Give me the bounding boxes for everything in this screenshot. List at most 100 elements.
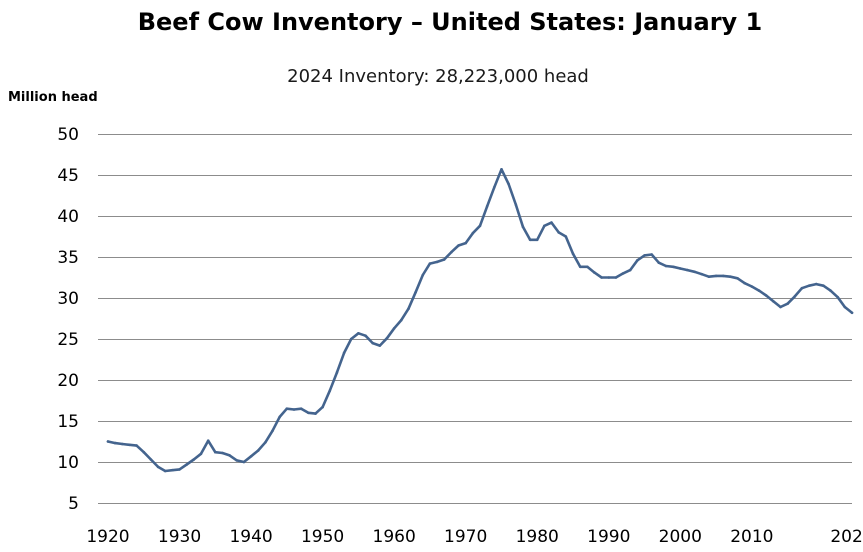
data-point: [421, 273, 425, 277]
data-point: [729, 275, 732, 279]
data-point: [500, 168, 503, 171]
data-point: [242, 460, 246, 464]
data-point: [328, 389, 332, 393]
data-point: [600, 276, 603, 279]
data-point: [192, 458, 196, 461]
y-axis-label: Million head: [8, 90, 98, 105]
data-point: [507, 182, 510, 186]
data-point: [693, 270, 696, 274]
y-tick-label: 45: [57, 166, 79, 186]
data-point: [614, 276, 618, 279]
data-point: [385, 336, 389, 340]
data-point: [163, 469, 167, 473]
data-point: [493, 186, 496, 189]
data-point: [371, 341, 375, 345]
data-point: [142, 450, 146, 454]
x-tick-label: 1960: [373, 527, 416, 547]
y-tick-label: 50: [57, 125, 79, 145]
data-point: [221, 451, 224, 455]
data-point: [736, 277, 739, 280]
x-tick-label: 1940: [229, 527, 272, 547]
data-point: [478, 224, 482, 228]
x-tick-label: 2010: [730, 527, 773, 547]
data-point: [700, 272, 704, 276]
data-point: [135, 444, 138, 447]
data-point: [822, 284, 825, 288]
y-tick-label: 30: [57, 289, 79, 309]
data-point: [171, 468, 174, 472]
data-point: [786, 302, 789, 306]
data-point: [206, 439, 210, 443]
data-point: [593, 271, 596, 274]
data-point: [307, 411, 310, 415]
data-point: [814, 282, 818, 286]
x-tick-label: 2000: [659, 527, 702, 547]
data-point: [256, 449, 260, 452]
data-point: [228, 454, 231, 457]
y-tick-label: 10: [57, 453, 79, 473]
data-point: [271, 429, 274, 433]
x-tick-label: 1970: [444, 527, 487, 547]
data-point: [636, 259, 639, 262]
data-point: [378, 344, 382, 347]
data-point: [392, 327, 396, 330]
data-point: [264, 441, 267, 444]
data-point: [450, 250, 453, 254]
chart-title: Beef Cow Inventory – United States: Janu…: [138, 8, 763, 36]
data-point: [657, 261, 661, 265]
data-point: [793, 295, 797, 298]
data-point: [185, 463, 188, 466]
data-point: [850, 311, 854, 315]
y-tick-label: 25: [57, 330, 79, 350]
x-tick-label: 1930: [158, 527, 201, 547]
data-point: [471, 231, 475, 235]
data-point: [664, 264, 668, 268]
y-tick-label: 35: [57, 248, 79, 268]
data-point: [621, 272, 625, 275]
x-tick-label: 1980: [516, 527, 559, 547]
data-point: [836, 295, 839, 299]
data-point: [113, 441, 117, 445]
y-tick-label: 40: [57, 207, 79, 227]
data-point: [357, 332, 360, 335]
data-point: [128, 443, 131, 447]
data-point: [772, 300, 775, 303]
data-point: [149, 458, 153, 461]
data-point: [586, 265, 589, 269]
data-point: [557, 231, 560, 234]
data-point: [156, 465, 160, 469]
data-point: [686, 268, 689, 272]
data-point: [764, 294, 768, 297]
data-point: [292, 408, 296, 411]
data-point: [721, 274, 725, 278]
data-point: [342, 351, 346, 355]
data-point: [442, 258, 446, 261]
data-point: [757, 289, 761, 292]
data-point: [435, 260, 439, 264]
data-point: [235, 459, 239, 462]
data-point: [414, 291, 417, 294]
data-point: [214, 450, 217, 454]
data-point: [564, 235, 568, 238]
data-point: [535, 238, 539, 242]
x-tick-label: 1920: [86, 527, 129, 547]
chart-subtitle: 2024 Inventory: 28,223,000 head: [287, 66, 589, 87]
x-tick-label: 1990: [587, 527, 630, 547]
data-point: [750, 285, 754, 288]
data-point: [650, 253, 653, 256]
data-point: [643, 254, 646, 257]
y-tick-label: 15: [57, 412, 79, 432]
data-point: [550, 221, 553, 224]
data-point: [321, 405, 324, 409]
data-point: [106, 440, 110, 443]
data-point: [199, 452, 203, 456]
data-point: [121, 442, 124, 446]
data-point: [543, 224, 546, 228]
data-point: [464, 241, 468, 245]
x-tick-label: 2024: [830, 527, 863, 547]
data-point: [364, 334, 367, 338]
y-axis-ticks: 5 10 15 20 25 30 35 40 45 50: [57, 125, 79, 514]
data-point: [628, 268, 632, 272]
data-point: [349, 337, 353, 341]
